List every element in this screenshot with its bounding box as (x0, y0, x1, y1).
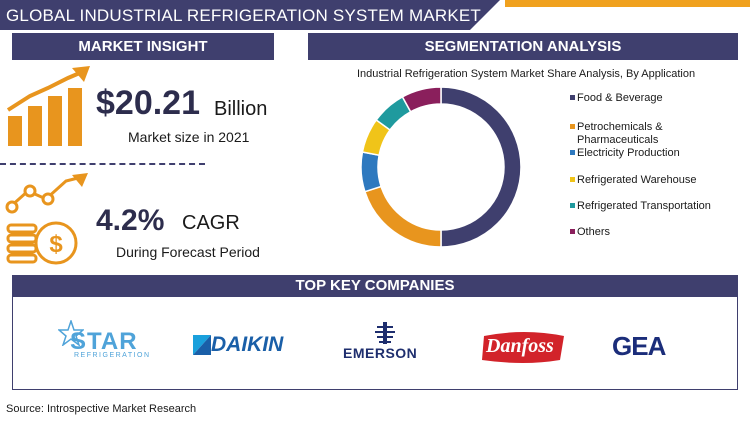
donut-slice-1 (440, 86, 522, 248)
donut-slice-6 (401, 86, 442, 113)
gea-logo-icon: GEA (612, 331, 692, 361)
gea-logo-word: GEA (612, 331, 666, 361)
legend-label: Refrigerated Transportation (577, 200, 711, 212)
daikin-logo-word: DAIKIN (211, 333, 284, 356)
danfoss-badge-icon (482, 332, 564, 363)
companies-header: TOP KEY COMPANIES (12, 275, 738, 297)
legend-swatch (570, 95, 575, 100)
legend-swatch (570, 124, 575, 129)
legend-item: Refrigerated Warehouse (570, 174, 742, 187)
cagr-caption: During Forecast Period (116, 244, 260, 260)
market-size-caption: Market size in 2021 (128, 129, 250, 145)
legend-label: Electricity Production (577, 147, 680, 159)
page-title: GLOBAL INDUSTRIAL REFRIGERATION SYSTEM M… (6, 6, 481, 25)
donut-slice-2 (363, 185, 442, 248)
segmentation-header: SEGMENTATION ANALYSIS (308, 33, 738, 60)
daikin-logo-icon: DAIKIN (193, 333, 285, 359)
daikin-mark-icon (193, 335, 211, 355)
legend-swatch (570, 203, 575, 208)
danfoss-logo-icon: Danfoss (480, 332, 568, 364)
cagr-value: 4.2% (96, 204, 165, 237)
coin-stack-growth-icon: $ (5, 173, 88, 265)
emerson-logo-word: EMERSON (343, 345, 418, 361)
star-logo-word: STAR (70, 328, 138, 355)
legend-item: Electricity Production (570, 147, 742, 160)
legend-label: Others (577, 226, 611, 238)
title-bar (0, 0, 500, 30)
bar-growth-arrow-icon (6, 66, 90, 146)
market-insight-header: MARKET INSIGHT (12, 33, 274, 60)
legend-item: Refrigerated Transportation (570, 200, 742, 213)
cagr-label: CAGR (182, 212, 240, 234)
legend-item: Food & Beverage (570, 92, 742, 105)
legend-label: Refrigerated Warehouse (577, 174, 697, 186)
legend-item: Petrochemicals & Pharmaceuticals (570, 121, 680, 147)
emerson-mark-icon (375, 322, 395, 344)
insight-divider (0, 163, 205, 165)
chart-title: Industrial Refrigeration System Market S… (357, 68, 696, 80)
legend-label: Food & Beverage (577, 92, 663, 104)
source-note: Source: Introspective Market Research (6, 403, 197, 415)
market-size-unit: Billion (214, 98, 268, 120)
legend-swatch (570, 229, 575, 234)
legend-item: Others (570, 226, 742, 239)
star-logo-sub: REFRIGERATION (74, 352, 151, 359)
star-shape-icon (58, 320, 84, 346)
donut-chart (360, 86, 522, 248)
title-accent-bar (505, 0, 750, 7)
legend-label: Petrochemicals & Pharmaceuticals (577, 121, 663, 146)
legend-swatch (570, 177, 575, 182)
danfoss-logo-word: Danfoss (486, 335, 554, 357)
donut-slice-3 (360, 151, 383, 193)
market-size-value: $20.21 (96, 84, 200, 122)
svg-text:$: $ (49, 231, 63, 258)
star-logo-icon: STAR REFRIGERATION (58, 320, 151, 362)
legend-swatch (570, 150, 575, 155)
emerson-logo-icon: EMERSON (343, 322, 431, 362)
